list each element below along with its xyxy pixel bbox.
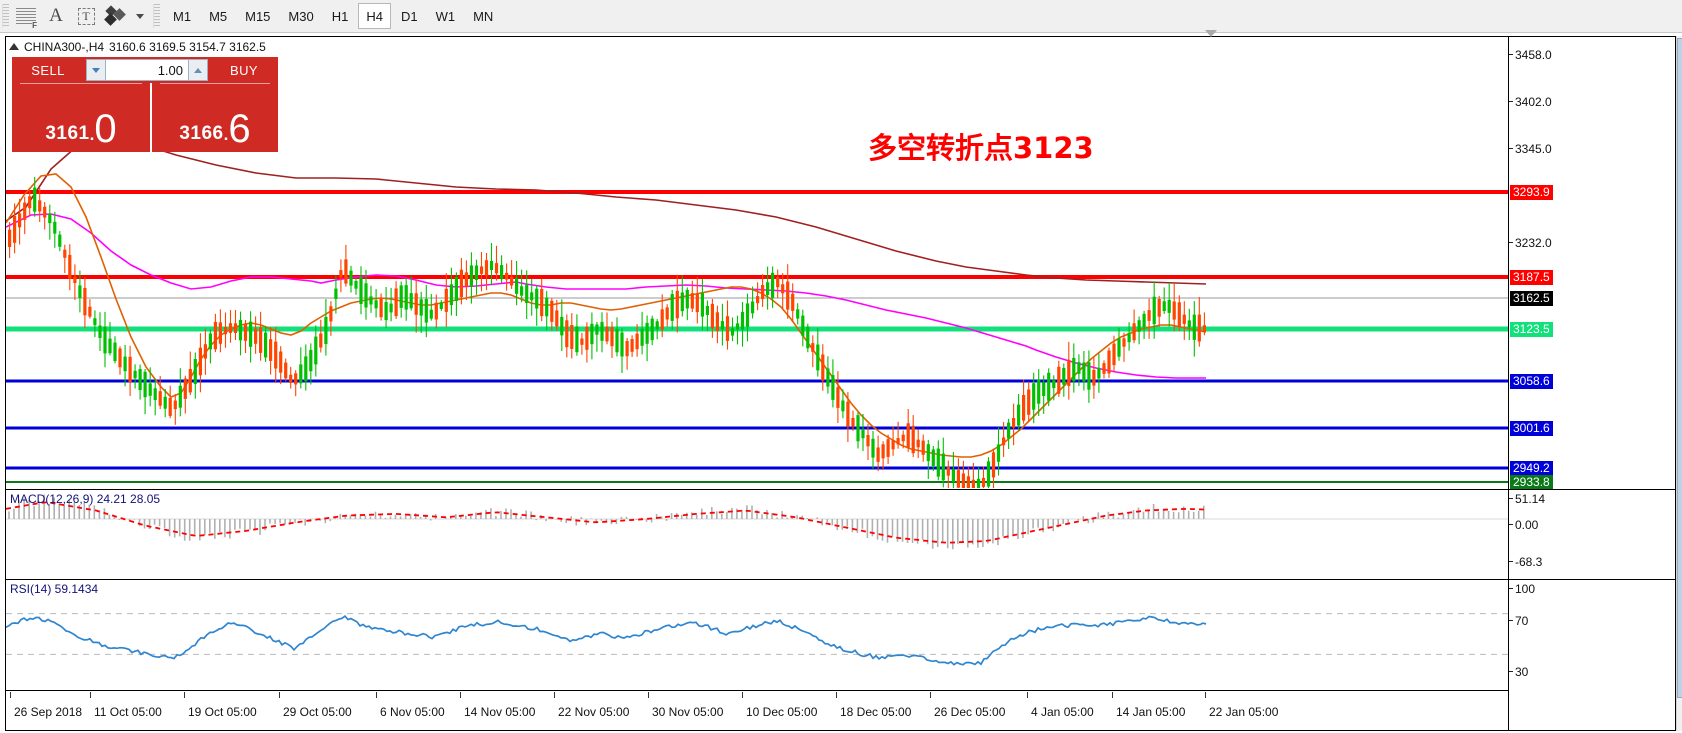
time-label: 14 Jan 05:00 <box>1111 692 1186 719</box>
macd-caption: MACD(12,26,9) 24.21 28.05 <box>10 492 161 506</box>
toolbar-separator <box>153 4 160 28</box>
buy-button[interactable]: BUY <box>210 57 278 83</box>
vertical-scrollbar[interactable] <box>1676 36 1682 731</box>
chart-top-marker-icon <box>1205 30 1217 37</box>
volume-stepper[interactable]: 1.00 <box>84 57 210 83</box>
timeframe-m15[interactable]: M15 <box>245 8 271 24</box>
shapes-icon[interactable] <box>101 3 131 29</box>
time-label: 22 Jan 05:00 <box>1204 692 1279 719</box>
vertical-scrollbar-thumb[interactable] <box>1677 38 1682 698</box>
price-tick-3458-0: 3458.0 <box>1509 48 1552 62</box>
timeframe-m1[interactable]: M1 <box>173 8 192 24</box>
text-label-glyph: A <box>49 5 63 26</box>
time-label: 14 Nov 05:00 <box>459 692 536 719</box>
sell-price-decimal: 0 <box>94 107 117 151</box>
volume-increment-button[interactable] <box>188 59 208 81</box>
time-label: 26 Dec 05:00 <box>929 692 1006 719</box>
price-tick-3402-0: 3402.0 <box>1509 95 1552 109</box>
price-tag-3058-6: 3058.6 <box>1510 374 1553 389</box>
price-tag-3001-6: 3001.6 <box>1510 421 1553 436</box>
time-label: 4 Jan 05:00 <box>1027 692 1094 719</box>
price-tag-2933-8: 2933.8 <box>1510 475 1553 490</box>
text-label-icon[interactable]: A <box>41 3 71 29</box>
chart-symbol-label: CHINA300-,H4 <box>24 39 105 54</box>
buy-price-dot: . <box>223 125 229 144</box>
price-tag-3162-5: 3162.5 <box>1510 291 1553 306</box>
timeframe-m5[interactable]: M5 <box>209 8 228 24</box>
one-click-trading-panel[interactable]: SELL 1.00 BUY 3161. 0 3166. 6 <box>12 57 278 152</box>
chart-annotation-text: 多空转折点3123 <box>868 131 1094 165</box>
macd-pane[interactable]: MACD(12,26,9) 24.21 28.05 <box>6 489 1508 578</box>
time-label: 30 Nov 05:00 <box>647 692 724 719</box>
sell-price-display[interactable]: 3161. 0 <box>12 83 150 152</box>
rsi-caption: RSI(14) 59.1434 <box>10 582 99 596</box>
rsi-tick-100: 100 <box>1508 582 1536 596</box>
text-box-glyph: T <box>77 7 95 25</box>
time-label: 11 Oct 05:00 <box>90 692 162 719</box>
timeframe-mn[interactable]: MN <box>473 8 494 24</box>
time-label: 6 Nov 05:00 <box>376 692 445 719</box>
price-tick-3345-0: 3345.0 <box>1509 142 1552 156</box>
macd-tick-683: -68.3 <box>1508 555 1543 569</box>
rsi-tick-70: 70 <box>1508 614 1529 628</box>
macd-scale-section: 51.14 0.00 -68.3 <box>1508 489 1676 578</box>
price-tag-3187-5: 3187.5 <box>1510 270 1553 285</box>
toolbar: A T M1 M5 M15 M30 H1 H4 D1 W1 MN <box>0 0 1682 33</box>
crosshair-grid-icon[interactable] <box>11 3 41 30</box>
price-scale-section: 3458.0 3402.0 3345.0 3232.0 3293.9 3187.5 3162… <box>1509 37 1676 490</box>
chart-frame: CHINA300-,H4 3160.6 3169.5 3154.7 3162.5 <box>5 36 1676 731</box>
ma-line-orange <box>6 173 1207 458</box>
toolbar-grip[interactable] <box>2 4 9 28</box>
time-label: 19 Oct 05:00 <box>184 692 257 719</box>
timeframe-w1[interactable]: W1 <box>435 8 456 24</box>
macd-tick-5114: 51.14 <box>1508 492 1546 506</box>
time-label: 29 Oct 05:00 <box>279 692 352 719</box>
time-label: 18 Dec 05:00 <box>835 692 912 719</box>
timeframe-d1[interactable]: D1 <box>400 8 418 24</box>
price-tick-3232-0: 3232.0 <box>1509 236 1552 250</box>
macd-chart-svg <box>6 494 1508 550</box>
sell-price-integer: 3161 <box>45 123 90 144</box>
rsi-pane[interactable]: RSI(14) 59.1434 <box>6 579 1508 689</box>
ma-line-magenta <box>6 213 1206 379</box>
volume-input[interactable]: 1.00 <box>106 59 188 81</box>
collapse-triangle-icon[interactable] <box>9 43 19 50</box>
rsi-chart-svg <box>6 613 1508 666</box>
sell-button[interactable]: SELL <box>12 57 84 83</box>
price-tag-3293-9: 3293.9 <box>1510 185 1553 200</box>
buy-price-decimal: 6 <box>228 107 251 151</box>
chart-header: CHINA300-,H4 3160.6 3169.5 3154.7 3162.5 <box>9 39 266 54</box>
chart-ohlc-label: 3160.6 3169.5 3154.7 3162.5 <box>109 39 266 54</box>
sell-price-dot: . <box>89 125 95 144</box>
volume-decrement-button[interactable] <box>86 59 106 81</box>
buy-price-display[interactable]: 3166. 6 <box>150 83 278 152</box>
price-tag-2949-2: 2949.2 <box>1510 461 1553 476</box>
time-axis: 26 Sep 2018 11 Oct 05:00 19 Oct 05:00 29 Oc… <box>6 690 1508 730</box>
timeframe-h4[interactable]: H4 <box>358 3 391 29</box>
timeframe-h1[interactable]: H1 <box>331 8 349 24</box>
time-label: 22 Nov 05:00 <box>553 692 630 719</box>
macd-tick-000: 0.00 <box>1508 518 1539 532</box>
buy-price-integer: 3166 <box>179 123 224 144</box>
chevron-down-icon[interactable] <box>131 3 147 29</box>
time-label: 26 Sep 2018 <box>9 692 83 719</box>
price-scale[interactable]: 3458.0 3402.0 3345.0 3232.0 3293.9 3187.5 3162… <box>1508 37 1676 730</box>
price-pane[interactable] <box>6 37 1508 488</box>
text-box-icon[interactable]: T <box>71 3 101 29</box>
timeframe-m30[interactable]: M30 <box>288 8 314 24</box>
rsi-tick-30: 30 <box>1508 665 1529 679</box>
time-label: 10 Dec 05:00 <box>741 692 818 719</box>
price-tag-3123-5: 3123.5 <box>1510 322 1553 337</box>
rsi-scale-section: 100 70 30 <box>1508 579 1676 689</box>
candlestick-series <box>8 176 1206 488</box>
